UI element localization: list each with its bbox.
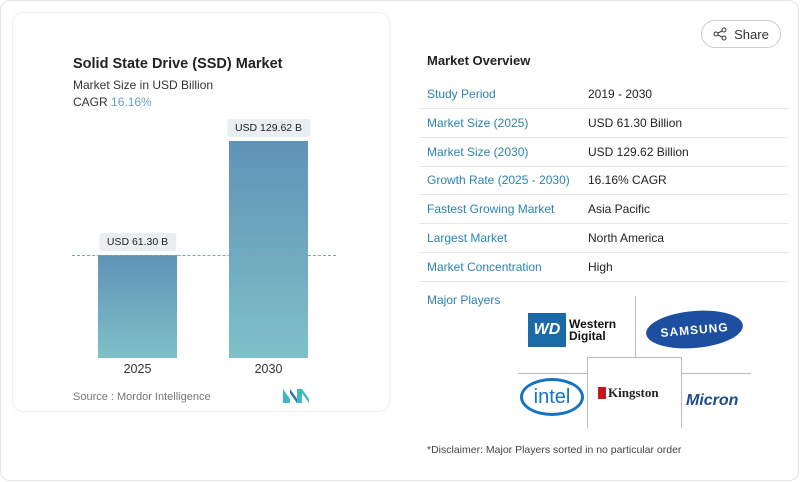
share-icon	[713, 27, 727, 41]
x-tick-label: 2025	[123, 362, 152, 376]
cagr-value: 16.16%	[111, 95, 152, 109]
row-value: High	[588, 259, 613, 274]
source-text: Source : Mordor Intelligence	[73, 391, 211, 403]
row-value: Asia Pacific	[588, 202, 651, 217]
row-label: Market Size (2025)	[427, 115, 529, 130]
divider	[635, 296, 636, 357]
major-players-title: Major Players	[427, 293, 501, 307]
reference-dashed-line	[72, 255, 336, 256]
micron-logo: Micron	[686, 392, 739, 409]
overview-row: Growth Rate (2025 - 2030) 16.16% CAGR	[419, 166, 788, 196]
row-value: 2019 - 2030	[588, 87, 653, 101]
data-label: USD 129.62 B	[226, 119, 311, 137]
row-label: Growth Rate (2025 - 2030)	[427, 173, 570, 188]
mordor-intelligence-logo	[283, 389, 309, 403]
bar-2030	[229, 141, 308, 358]
overview-row: Study Period 2019 - 2030	[419, 80, 788, 109]
kingston-box	[587, 357, 682, 428]
disclaimer: *Disclaimer: Major Players sorted in no …	[427, 444, 682, 456]
row-label: Largest Market	[427, 231, 508, 245]
row-value: 16.16% CAGR	[588, 173, 667, 188]
bar-2025	[98, 255, 177, 358]
row-label: Fastest Growing Market	[427, 202, 555, 217]
x-tick-label: 2030	[254, 362, 283, 376]
intel-logo: intel	[520, 378, 584, 416]
overview-row: Fastest Growing Market Asia Pacific	[419, 195, 788, 225]
kingston-logo: Kingston	[598, 385, 659, 401]
chart-card	[12, 12, 390, 412]
chart-title: Solid State Drive (SSD) Market	[73, 56, 283, 72]
row-value: USD 61.30 Billion	[588, 115, 683, 130]
cagr-label: CAGR	[73, 95, 108, 109]
row-label: Market Concentration	[427, 259, 542, 274]
divider	[518, 373, 587, 374]
data-label: USD 61.30 B	[98, 233, 177, 252]
overview-row: Market Concentration High	[419, 253, 788, 282]
western-digital-logo: WD Western Digital	[528, 313, 616, 347]
share-button[interactable]: Share	[701, 20, 781, 48]
overview-row: Market Size (2030) USD 129.62 Billion	[419, 138, 788, 167]
overview-row: Market Size (2025) USD 61.30 Billion	[419, 109, 788, 138]
share-label: Share	[734, 26, 769, 42]
chart-subtitle: Market Size in USD Billion	[73, 78, 214, 92]
row-value: USD 129.62 Billion	[588, 144, 689, 159]
row-label: Study Period	[427, 87, 496, 101]
row-value: North America	[588, 231, 665, 245]
row-label: Market Size (2030)	[427, 144, 529, 159]
divider	[682, 373, 751, 374]
overview-title: Market Overview	[427, 53, 531, 68]
cagr: CAGR 16.16%	[73, 95, 152, 109]
overview-row: Largest Market North America	[419, 224, 788, 253]
